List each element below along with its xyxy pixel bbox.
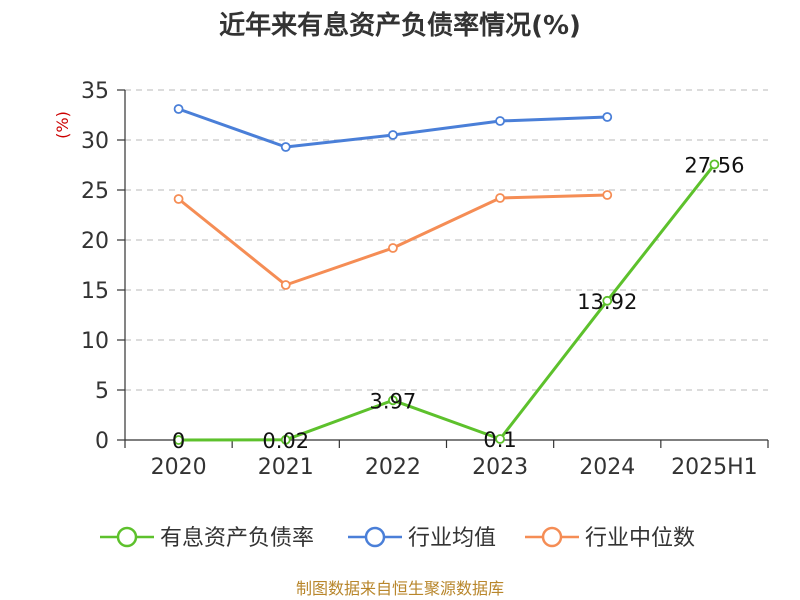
data-point bbox=[280, 280, 291, 290]
data-point bbox=[173, 435, 184, 445]
gridlines bbox=[125, 89, 768, 391]
data-point bbox=[280, 142, 291, 152]
x-tick-label: 2022 bbox=[365, 455, 421, 480]
data-point bbox=[709, 159, 720, 170]
data-point bbox=[388, 243, 398, 253]
data-labels: 0 0.02 3.97 0.1 13.92 27.56 bbox=[172, 153, 745, 453]
data-label: 27.56 bbox=[684, 153, 744, 177]
legend-marker bbox=[541, 526, 563, 548]
data-point bbox=[388, 130, 398, 140]
source-note: 制图数据来自恒生聚源数据库 bbox=[296, 579, 504, 598]
legend-label: 有息资产负债率 bbox=[160, 526, 314, 551]
data-point bbox=[495, 434, 505, 444]
x-tick-label: 2023 bbox=[472, 455, 528, 480]
data-label: 0 bbox=[172, 429, 185, 453]
y-tick-label: 5 bbox=[95, 379, 109, 404]
x-tick-label: 2024 bbox=[579, 455, 635, 480]
y-tick-label: 15 bbox=[81, 279, 109, 304]
x-tick-label: 2020 bbox=[151, 455, 207, 480]
data-point bbox=[602, 190, 613, 200]
y-tick-label: 25 bbox=[81, 179, 109, 204]
legend-marker bbox=[116, 526, 138, 548]
series-line bbox=[178, 107, 608, 149]
y-axis-unit: (%) bbox=[53, 111, 72, 139]
x-tick-label: 2021 bbox=[258, 455, 314, 480]
axes: 0 5 10 15 20 25 30 35 2020 2021 2022 2023 2024 2025H1 bbox=[81, 79, 769, 480]
data-label: 13.92 bbox=[577, 290, 637, 314]
y-tick-label: 35 bbox=[81, 79, 109, 104]
data-point bbox=[173, 194, 184, 204]
series-lines bbox=[173, 104, 720, 445]
data-label: 0.02 bbox=[262, 429, 309, 453]
data-label: 0.1 bbox=[483, 428, 516, 452]
data-point bbox=[495, 193, 505, 203]
series-line bbox=[178, 163, 716, 442]
data-point bbox=[602, 112, 613, 122]
chart-title: 近年来有息资产负债率情况(%) bbox=[219, 10, 581, 41]
y-tick-label: 30 bbox=[81, 129, 109, 154]
data-point bbox=[495, 116, 505, 126]
data-point bbox=[280, 434, 291, 445]
legend-label: 行业均值 bbox=[408, 526, 496, 551]
data-label: 3.97 bbox=[370, 389, 417, 413]
x-tick-label: 2025H1 bbox=[671, 455, 758, 480]
legend-marker bbox=[364, 526, 386, 548]
y-tick-label: 20 bbox=[81, 229, 109, 254]
y-tick-label: 10 bbox=[81, 329, 109, 354]
y-tick-label: 0 bbox=[95, 429, 109, 454]
data-point bbox=[388, 395, 398, 406]
data-point bbox=[602, 295, 613, 306]
legend: 有息资产负债率 行业均值 行业中位数 bbox=[100, 526, 695, 551]
legend-label: 行业中位数 bbox=[585, 526, 695, 551]
data-point bbox=[173, 104, 184, 114]
